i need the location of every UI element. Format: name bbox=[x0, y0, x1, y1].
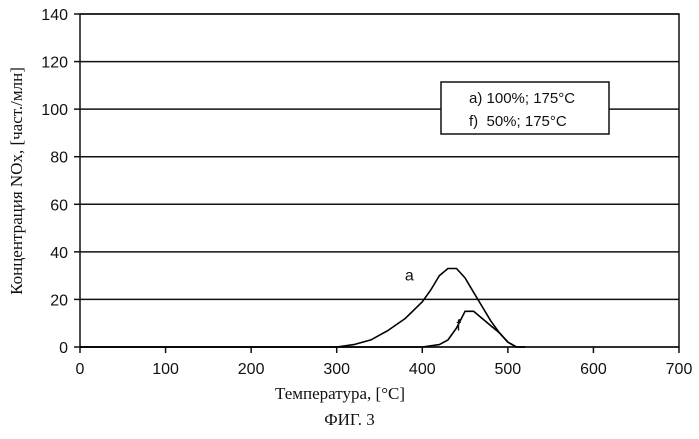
x-tick-label: 700 bbox=[666, 361, 693, 378]
x-tick-label: 600 bbox=[580, 361, 607, 378]
x-tick-label: 400 bbox=[409, 361, 436, 378]
y-tick-label: 80 bbox=[50, 150, 68, 167]
figure-caption: ФИГ. 3 bbox=[0, 410, 699, 430]
x-tick-labels: 0 100 200 300 400 500 600 700 bbox=[76, 347, 693, 378]
series-lines: af bbox=[80, 267, 525, 347]
y-tick-label: 120 bbox=[41, 55, 68, 72]
line-chart: 0 20 40 60 80 100 120 140 0 100 200 300 400 500 600 70… bbox=[0, 0, 699, 410]
x-tick-label: 0 bbox=[76, 361, 85, 378]
plot-frame bbox=[80, 14, 679, 347]
y-tick-label: 0 bbox=[59, 340, 68, 357]
legend-entry-f: f) 50%; 175°C bbox=[469, 113, 567, 130]
x-tick-label: 500 bbox=[495, 361, 522, 378]
y-tick-label: 140 bbox=[41, 7, 68, 24]
x-tick-label: 200 bbox=[238, 361, 265, 378]
y-tick-label: 40 bbox=[50, 245, 68, 262]
gridlines bbox=[80, 14, 679, 347]
legend-entry-a: a) 100%; 175°C bbox=[469, 90, 575, 107]
series-label-f: f bbox=[456, 317, 461, 334]
series-label-a: a bbox=[405, 267, 414, 284]
x-tick-label: 300 bbox=[323, 361, 350, 378]
y-tick-label: 20 bbox=[50, 292, 68, 309]
series-line-a bbox=[80, 269, 525, 348]
y-tick-label: 60 bbox=[50, 197, 68, 214]
x-tick-label: 100 bbox=[152, 361, 179, 378]
y-tick-label: 100 bbox=[41, 102, 68, 119]
y-axis-title: Концентрация NOx, [част./млн] bbox=[7, 67, 26, 295]
y-tick-labels: 0 20 40 60 80 100 120 140 bbox=[41, 7, 80, 357]
x-axis-title: Температура, [°C] bbox=[275, 384, 405, 403]
legend: a) 100%; 175°C f) 50%; 175°C bbox=[441, 82, 609, 134]
